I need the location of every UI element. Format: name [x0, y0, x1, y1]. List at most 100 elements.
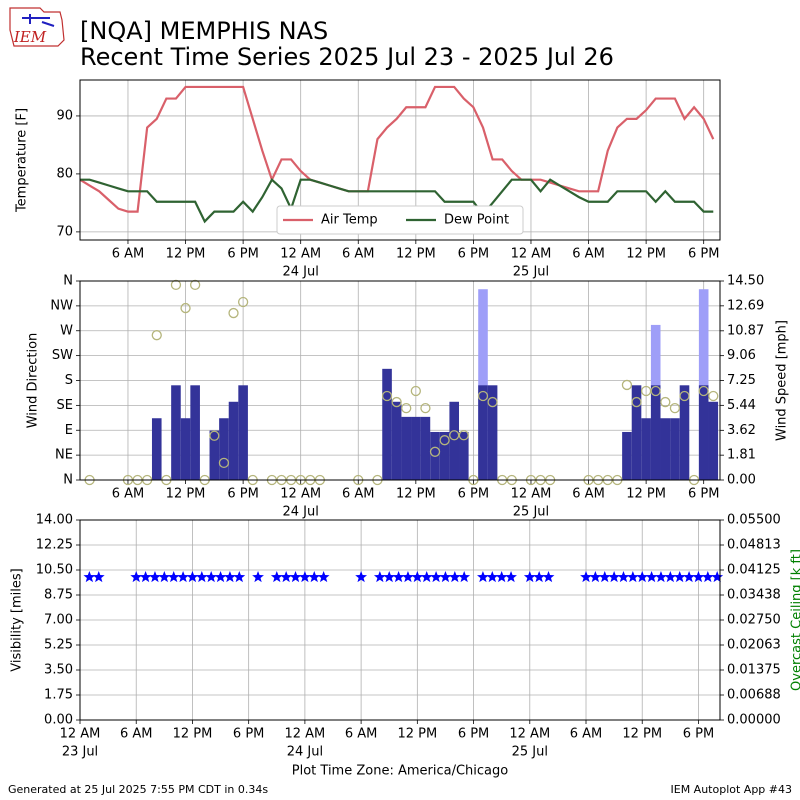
bar [190, 385, 200, 480]
bar [670, 418, 680, 480]
x-tick-label: 6 AM [345, 727, 378, 742]
point [608, 570, 621, 583]
point [598, 570, 611, 583]
bar [228, 401, 239, 480]
point [130, 570, 143, 583]
legend-label: Dew Point [444, 213, 509, 228]
point [237, 296, 249, 308]
point [158, 570, 171, 583]
x-tick-label: 6 AM [112, 247, 145, 262]
y-tick-label: NE [55, 448, 73, 463]
y-tick-label: NW [50, 298, 73, 313]
y2-tick-label: 0.02063 [727, 638, 781, 653]
x-tick-label: 12 AM [511, 247, 552, 262]
point [669, 402, 681, 414]
bar [698, 289, 709, 480]
point [664, 570, 677, 583]
x-tick-label: 6 AM [112, 487, 145, 502]
point [487, 396, 498, 408]
bar [401, 416, 412, 480]
bar [439, 431, 450, 480]
bar [180, 418, 191, 480]
point [402, 570, 414, 583]
x-tick-sublabel: 24 Jul [287, 745, 323, 760]
y-axis-label: Visibility [miles] [10, 568, 25, 671]
x-tick-label: 12 AM [280, 487, 321, 502]
line-series [79, 85, 715, 213]
y-tick-label: N [63, 473, 73, 488]
point [448, 570, 461, 583]
point [209, 430, 220, 441]
point [621, 379, 633, 391]
logo: IEM [9, 7, 65, 47]
point [655, 570, 667, 583]
point [679, 390, 690, 402]
point [580, 570, 592, 583]
x-tick-sublabel: 24 Jul [283, 265, 319, 280]
y-axis-label: Temperature [F] [15, 108, 30, 213]
y-tick-label: 10.50 [36, 563, 73, 578]
y2-tick-label: 0.03438 [727, 588, 781, 603]
x-tick-label: 6 PM [458, 727, 489, 742]
point [711, 570, 724, 583]
y2-tick-label: 0.04125 [727, 563, 781, 578]
point [458, 430, 469, 441]
x-tick-sublabel: 24 Jul [283, 505, 319, 520]
point [660, 396, 671, 408]
point [92, 570, 105, 583]
x-tick-label: 12 PM [396, 487, 436, 502]
legend-box [276, 205, 524, 235]
y2-tick-label: 0.00000 [727, 713, 781, 728]
point [373, 570, 386, 583]
y2-tick-label: 0.01375 [727, 663, 781, 678]
chart-title: [NQA] MEMPHIS NAS [80, 17, 328, 45]
x-tick-label: 6 AM [572, 247, 605, 262]
point [401, 402, 412, 414]
point [683, 570, 695, 583]
point [205, 570, 218, 583]
bar [238, 385, 248, 480]
y-tick-label: 8.75 [44, 588, 73, 603]
point [149, 570, 161, 583]
point [170, 279, 182, 291]
x-tick-label: 6 PM [688, 247, 719, 262]
point [83, 570, 96, 583]
point [224, 570, 236, 583]
point [355, 570, 368, 583]
point [195, 570, 208, 583]
point [139, 570, 152, 583]
y2-tick-label: 0.00688 [727, 688, 781, 703]
chart-subtitle: Recent Time Series 2025 Jul 23 - 2025 Ju… [80, 43, 614, 71]
point [439, 435, 450, 446]
x-tick-label: 6 AM [342, 487, 375, 502]
y2-tick-label: 5.44 [727, 398, 756, 413]
bar [391, 401, 402, 480]
y2-tick-label: 3.62 [727, 423, 756, 438]
x-tick-label: 6 PM [688, 487, 719, 502]
point [701, 570, 714, 583]
bar [151, 418, 162, 480]
footer-right: IEM Autoplot App #43 [671, 783, 793, 796]
point [698, 385, 709, 397]
bar [708, 401, 719, 480]
bar [171, 385, 181, 480]
x-axis-label: Plot Time Zone: America/Chicago [292, 764, 508, 779]
point [673, 570, 686, 583]
bar [209, 430, 220, 480]
x-tick-label: 6 PM [227, 487, 258, 502]
y2-tick-label: 0.05500 [727, 513, 781, 528]
legend-label: Air Temp [321, 213, 378, 228]
point [383, 570, 396, 583]
point [189, 279, 201, 291]
point [708, 390, 719, 402]
bar [411, 416, 421, 480]
y-tick-label: S [65, 373, 73, 388]
line-series [80, 177, 714, 224]
point [252, 570, 264, 583]
point [495, 570, 508, 583]
y2-tick-label: 7.25 [727, 373, 756, 388]
y2-tick-label: 12.69 [727, 298, 764, 313]
logo-icon [22, 14, 55, 27]
point [177, 570, 189, 583]
